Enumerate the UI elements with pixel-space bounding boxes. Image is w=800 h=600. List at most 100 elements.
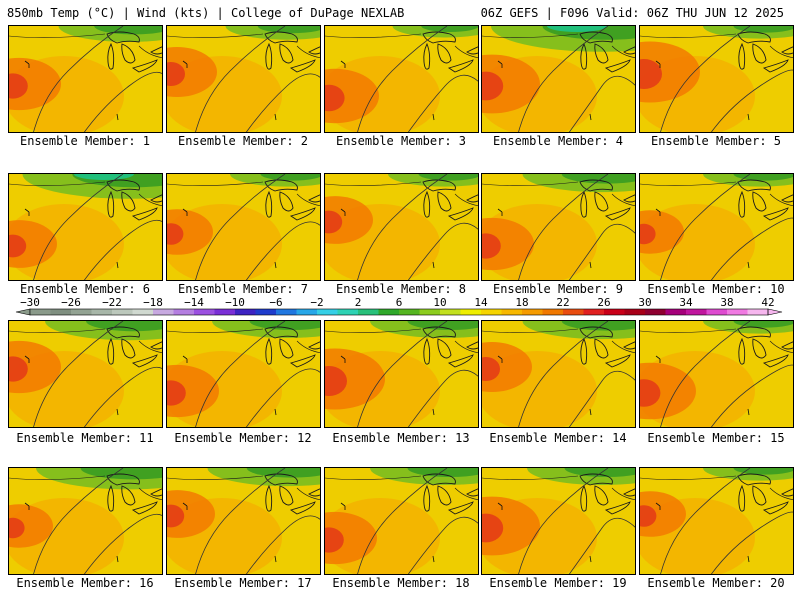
colorbar-left-arrow [15,308,31,316]
colorbar-segment [276,309,297,315]
colorbar-segment [132,309,154,315]
colorbar-segment [419,309,441,315]
ensemble-map-panel [8,467,163,575]
ensemble-map-panel [481,173,636,281]
ensemble-member-label: Ensemble Member: 16 [16,576,154,590]
ensemble-map-panel [8,173,163,281]
colorbar-segment [112,309,133,315]
ensemble-member-label: Ensemble Member: 19 [489,576,627,590]
ensemble-member-label: Ensemble Member: 18 [332,576,470,590]
colorbar-segment [522,309,543,315]
colorbar-segment [747,309,769,315]
ensemble-member-label: Ensemble Member: 1 [19,134,151,148]
ensemble-map-panel [481,467,636,575]
colorbar-segment [194,309,215,315]
ensemble-map-panel [324,173,479,281]
colorbar-segment [604,309,625,315]
colorbar-tick-label: 34 [679,296,693,309]
colorbar-tick-label: −22 [102,296,122,309]
colorbar-right-arrow [767,308,783,316]
colorbar-tick-label: 26 [597,296,610,309]
ensemble-member-label: Ensemble Member: 17 [174,576,312,590]
colorbar-segment [686,309,707,315]
colorbar-tick-label: 2 [355,296,362,309]
ensemble-map-panel [639,467,794,575]
run-valid-time: 06Z GEFS | F096 Valid: 06Z THU JUN 12 20… [480,6,784,20]
colorbar-segment [214,309,236,315]
colorbar-segment [30,309,51,315]
ensemble-member-label: Ensemble Member: 9 [492,282,624,296]
colorbar-segment [296,309,318,315]
ensemble-member-label: Ensemble Member: 13 [332,431,470,445]
colorbar-tick-label: −2 [310,296,323,309]
ensemble-member-label: Ensemble Member: 12 [174,431,312,445]
colorbar-segment [501,309,523,315]
colorbar-segment [727,309,748,315]
colorbar-tick-label: 14 [474,296,488,309]
colorbar-tick-label: 10 [433,296,446,309]
ensemble-member-label: Ensemble Member: 20 [647,576,785,590]
ensemble-map-panel [324,467,479,575]
colorbar-segment [173,309,195,315]
ensemble-map-panel [639,320,794,428]
colorbar-segment [71,309,92,315]
colorbar-segment [481,309,502,315]
colorbar-segment [255,309,277,315]
colorbar-tick-label: 42 [761,296,774,309]
map-title: 850mb Temp (°C) | Wind (kts) | College o… [7,6,405,20]
ensemble-member-label: Ensemble Member: 7 [177,282,309,296]
ensemble-map-panel [481,320,636,428]
ensemble-map-panel [166,320,321,428]
colorbar-tick-label: −10 [225,296,245,309]
colorbar-segment [563,309,584,315]
ensemble-member-label: Ensemble Member: 4 [492,134,624,148]
ensemble-member-label: Ensemble Member: 15 [647,431,785,445]
colorbar-segment [337,309,359,315]
ensemble-map-panel [8,320,163,428]
colorbar-segment [153,309,174,315]
colorbar-segment [50,309,72,315]
colorbar-tick-label: 18 [515,296,528,309]
ensemble-map-panel [324,320,479,428]
colorbar-segment [399,309,420,315]
colorbar-tick-label: −26 [61,296,81,309]
ensemble-member-label: Ensemble Member: 5 [650,134,782,148]
colorbar-segment [460,309,482,315]
ensemble-member-label: Ensemble Member: 10 [647,282,785,296]
ensemble-map-panel [166,173,321,281]
temperature-colorbar: −30 −26 −22 −18 −14 −10 −6 −2 2 6 10 14 18 22 26 30 34 38… [15,296,783,316]
colorbar-tick-label: 22 [556,296,569,309]
ensemble-map-panel [8,25,163,133]
colorbar-tick-label: −18 [143,296,163,309]
colorbar-segment [624,309,646,315]
colorbar-tick-label: 38 [720,296,733,309]
colorbar-segment [542,309,564,315]
ensemble-member-label: Ensemble Member: 8 [335,282,467,296]
colorbar-segment [706,309,728,315]
colorbar-tick-label: −30 [20,296,40,309]
colorbar-tick-label: −6 [269,296,282,309]
ensemble-member-label: Ensemble Member: 2 [177,134,309,148]
colorbar-segment [583,309,605,315]
ensemble-map-panel [166,25,321,133]
ensemble-map-panel [639,25,794,133]
ensemble-map-panel [481,25,636,133]
colorbar-segment [665,309,687,315]
colorbar-tick-label: 30 [638,296,651,309]
ensemble-member-label: Ensemble Member: 6 [19,282,151,296]
colorbar-segment [378,309,400,315]
colorbar-segment [317,309,338,315]
ensemble-map-panel [324,25,479,133]
colorbar-segment [645,309,666,315]
ensemble-member-label: Ensemble Member: 14 [489,431,627,445]
colorbar-tick-label: −14 [184,296,204,309]
ensemble-member-label: Ensemble Member: 3 [335,134,467,148]
colorbar-segment [358,309,379,315]
colorbar-segment [91,309,113,315]
ensemble-member-label: Ensemble Member: 11 [16,431,154,445]
colorbar-segment [440,309,461,315]
colorbar-segment [235,309,256,315]
colorbar-tick-label: 6 [396,296,403,309]
ensemble-map-panel [166,467,321,575]
ensemble-map-panel [639,173,794,281]
